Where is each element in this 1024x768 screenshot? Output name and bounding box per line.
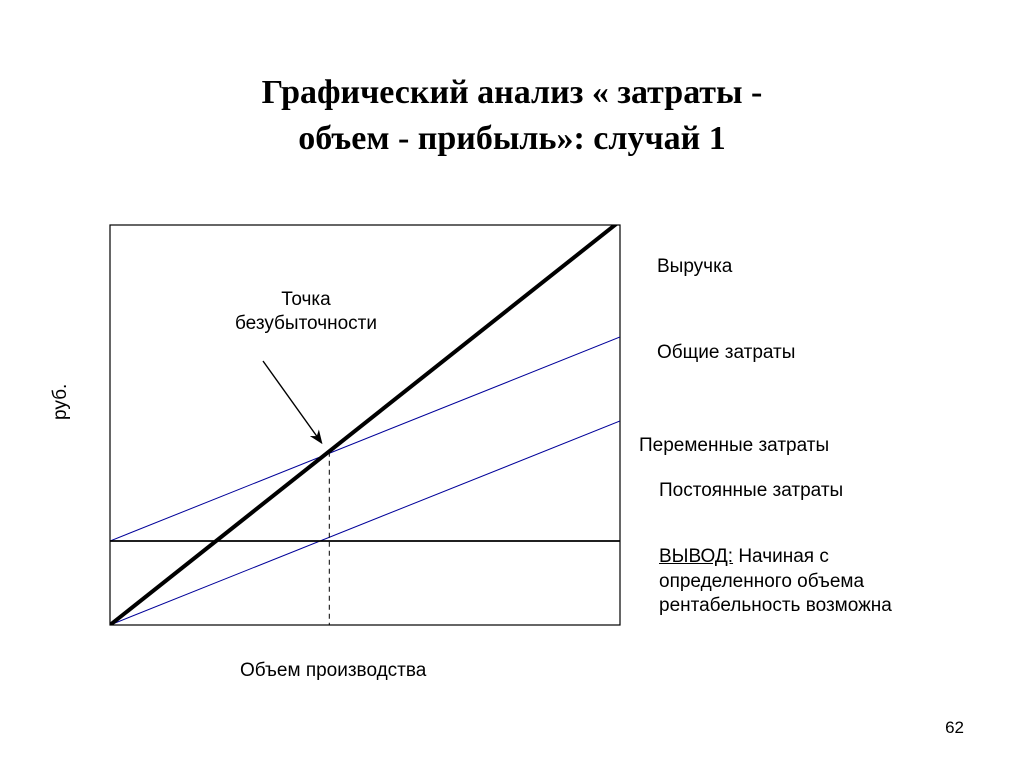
- label-variable-cost: Переменные затраты: [639, 435, 829, 457]
- y-axis-label: руб.: [50, 384, 72, 420]
- slide-title: Графический анализ « затраты - объем - п…: [0, 70, 1024, 162]
- label-total-cost: Общие затраты: [657, 342, 795, 364]
- label-revenue: Выручка: [657, 256, 732, 278]
- breakeven-label-l1: Точка: [281, 289, 330, 310]
- title-line1: Графический анализ « затраты -: [262, 74, 763, 111]
- breakeven-annotation: Точка безубыточности: [235, 288, 377, 336]
- breakeven-label-l2: безубыточности: [235, 313, 377, 334]
- title-line2: объем - прибыль»: случай 1: [298, 120, 726, 157]
- slide: Графический анализ « затраты - объем - п…: [0, 0, 1024, 768]
- conclusion-lead: ВЫВОД:: [659, 546, 733, 567]
- page-number: 62: [945, 718, 964, 738]
- label-fixed-cost: Постоянные затраты: [659, 480, 843, 502]
- conclusion-text: ВЫВОД: Начиная с определенного объема ре…: [659, 545, 959, 619]
